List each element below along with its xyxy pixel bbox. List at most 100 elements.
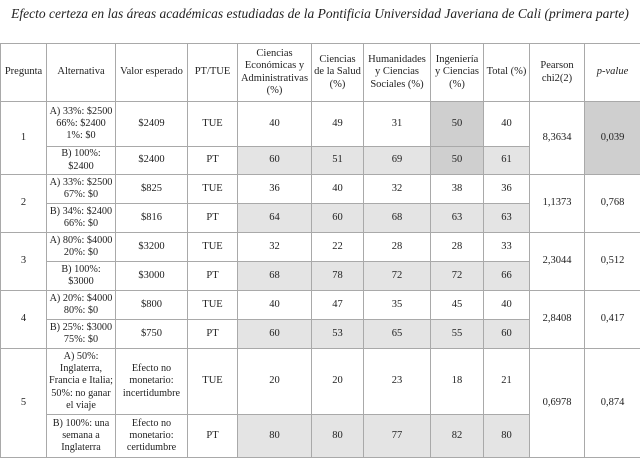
pregunta-number: 5 (0, 348, 47, 458)
valor-cell: Efecto no monetario: certidumbre (115, 414, 188, 458)
alternativa-cell: A) 80%: $4000 20%: $0 (46, 232, 116, 262)
salud-cell: 22 (311, 232, 364, 262)
total-cell: 80 (483, 414, 530, 458)
valor-cell: $3000 (115, 261, 188, 291)
pregunta-number: 1 (0, 101, 47, 175)
alternativa-cell: B) 25%: $3000 75%: $0 (46, 319, 116, 349)
p-value-cell: 0,768 (584, 174, 640, 233)
table-row: 3 A) 80%: $4000 20%: $0 $3200 TUE 32 22 … (0, 232, 640, 291)
table-row: B) 100%: $2400 $2400 PT 60 51 69 50 61 (1, 146, 640, 175)
alternativa-cell: A) 33%: $2500 66%: $2400 1%: $0 (46, 101, 116, 147)
header-pearson: Pearson chi2(2) (529, 43, 585, 102)
salud-cell: 40 (311, 174, 364, 204)
valor-cell: $2400 (115, 146, 188, 175)
total-cell: 21 (483, 348, 530, 415)
table-row: 5 A) 50%: Inglaterra, Francia e Italia; … (0, 348, 640, 458)
table-row: 4 A) 20%: $4000 80%: $0 $800 TUE 40 47 3… (0, 290, 640, 349)
econ-cell: 80 (237, 414, 312, 458)
hum-cell: 77 (363, 414, 431, 458)
ing-cell: 63 (430, 203, 484, 233)
salud-cell: 80 (311, 414, 364, 458)
pearson-cell: 0,6978 (529, 348, 585, 458)
hum-cell: 72 (363, 261, 431, 291)
p-value-cell: 0,874 (584, 348, 640, 458)
hum-cell: 35 (363, 290, 431, 320)
pt-cell: TUE (187, 348, 238, 415)
header-valor-esperado: Valor esperado (115, 43, 188, 102)
ing-cell: 38 (430, 174, 484, 204)
total-cell: 40 (483, 290, 530, 320)
pearson-cell: 1,1373 (529, 174, 585, 233)
header-ingenieria: Ingeniería y Ciencias (%) (430, 43, 484, 102)
ing-cell: 55 (430, 319, 484, 349)
salud-cell: 47 (311, 290, 364, 320)
table-row: 2 A) 33%: $2500 67%: $0 $825 TUE 36 40 3… (0, 174, 640, 233)
table-row: B) 34%: $2400 66%: $0 $816 PT 64 60 68 6… (1, 203, 640, 233)
pt-cell: PT (187, 319, 238, 349)
table-row: B) 25%: $3000 75%: $0 $750 PT 60 53 65 5… (1, 319, 640, 349)
pt-cell: TUE (187, 174, 238, 204)
valor-cell: $800 (115, 290, 188, 320)
econ-cell: 36 (237, 174, 312, 204)
econ-cell: 64 (237, 203, 312, 233)
pearson-cell: 2,8408 (529, 290, 585, 349)
total-cell: 61 (483, 146, 530, 175)
alternativa-cell: B) 100%: una semana a Inglaterra (46, 414, 116, 458)
total-cell: 36 (483, 174, 530, 204)
salud-cell: 49 (311, 101, 364, 147)
table-row: B) 100%: $3000 $3000 PT 68 78 72 72 66 (1, 261, 640, 291)
p-value-cell: 0,417 (584, 290, 640, 349)
hum-cell: 68 (363, 203, 431, 233)
ing-cell: 82 (430, 414, 484, 458)
pt-cell: PT (187, 261, 238, 291)
header-row: Pregunta Alternativa Valor esperado PT/T… (0, 43, 640, 102)
econ-cell: 20 (237, 348, 312, 415)
pt-cell: PT (187, 414, 238, 458)
alternativa-cell: A) 33%: $2500 67%: $0 (46, 174, 116, 204)
econ-cell: 60 (237, 146, 312, 175)
valor-cell: $750 (115, 319, 188, 349)
ing-cell: 28 (430, 232, 484, 262)
total-cell: 60 (483, 319, 530, 349)
results-table: Pregunta Alternativa Valor esperado PT/T… (0, 43, 640, 458)
ing-cell: 50 (430, 146, 484, 175)
p-value-cell: 0,512 (584, 232, 640, 291)
hum-cell: 28 (363, 232, 431, 262)
header-pregunta: Pregunta (0, 43, 47, 102)
valor-cell: $816 (115, 203, 188, 233)
valor-cell: $2409 (115, 101, 188, 147)
ing-cell: 72 (430, 261, 484, 291)
total-cell: 66 (483, 261, 530, 291)
p-value-cell: 0,039 (584, 101, 640, 175)
alternativa-cell: B) 100%: $3000 (46, 261, 116, 291)
salud-cell: 20 (311, 348, 364, 415)
econ-cell: 32 (237, 232, 312, 262)
salud-cell: 51 (311, 146, 364, 175)
header-pt-tue: PT/TUE (187, 43, 238, 102)
econ-cell: 60 (237, 319, 312, 349)
header-total: Total (%) (483, 43, 530, 102)
salud-cell: 60 (311, 203, 364, 233)
salud-cell: 53 (311, 319, 364, 349)
total-cell: 40 (483, 101, 530, 147)
alternativa-cell: B) 34%: $2400 66%: $0 (46, 203, 116, 233)
table-row: 1 A) 33%: $2500 66%: $2400 1%: $0 $2409 … (0, 101, 640, 175)
header-humanidades: Humanidades y Ciencias Sociales (%) (363, 43, 431, 102)
hum-cell: 69 (363, 146, 431, 175)
econ-cell: 68 (237, 261, 312, 291)
ing-cell: 18 (430, 348, 484, 415)
pregunta-number: 2 (0, 174, 47, 233)
pearson-cell: 8,3634 (529, 101, 585, 175)
table-title: Efecto certeza en las áreas académicas e… (11, 6, 629, 21)
total-cell: 33 (483, 232, 530, 262)
header-ciencias-economicas: Ciencias Económicas y Administrativas (%… (237, 43, 312, 102)
header-ciencias-salud: Ciencias de la Salud (%) (311, 43, 364, 102)
alternativa-cell: A) 20%: $4000 80%: $0 (46, 290, 116, 320)
ing-cell: 45 (430, 290, 484, 320)
total-cell: 63 (483, 203, 530, 233)
valor-cell: $825 (115, 174, 188, 204)
pt-cell: TUE (187, 101, 238, 147)
pt-cell: TUE (187, 232, 238, 262)
econ-cell: 40 (237, 290, 312, 320)
salud-cell: 78 (311, 261, 364, 291)
